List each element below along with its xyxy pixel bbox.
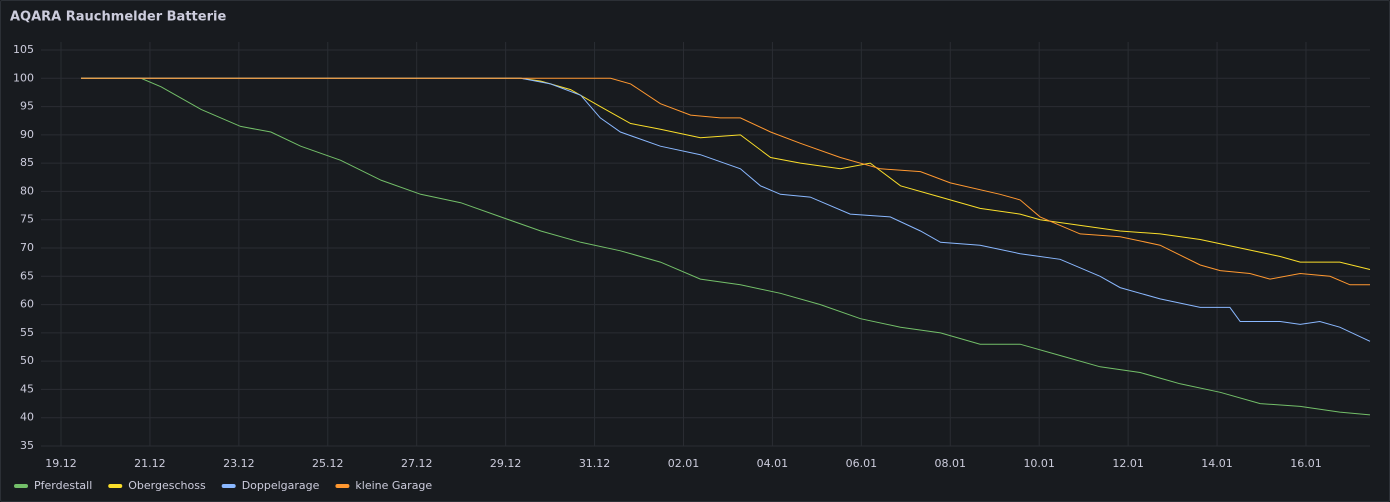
legend-label: Obergeschoss (128, 479, 206, 492)
series-line (81, 77, 1370, 286)
chart-title: AQARA Rauchmelder Batterie (10, 10, 226, 25)
x-tick-label: 29.12 (490, 457, 522, 470)
y-tick-label: 60 (20, 298, 34, 311)
y-tick-label: 65 (20, 269, 34, 282)
y-tick-label: 95 (20, 100, 34, 113)
legend-swatch (108, 484, 123, 488)
x-tick-label: 25.12 (312, 457, 344, 470)
x-tick-label: 02.01 (668, 457, 700, 470)
legend-label: kleine Garage (355, 479, 432, 492)
x-tick-label: 12.01 (1112, 457, 1144, 470)
y-tick-label: 40 (20, 411, 34, 424)
x-tick-label: 04.01 (757, 457, 789, 470)
series-line (81, 77, 1371, 416)
x-tick-label: 21.12 (134, 457, 166, 470)
legend-swatch (221, 484, 236, 488)
y-tick-label: 35 (20, 439, 34, 452)
y-tick-label: 80 (20, 184, 34, 197)
y-tick-label: 45 (20, 382, 34, 395)
y-tick-label: 90 (20, 128, 34, 141)
y-tick-label: 55 (20, 326, 34, 339)
series-line (81, 77, 1371, 342)
x-tick-label: 31.12 (579, 457, 611, 470)
y-tick-label: 100 (13, 71, 34, 84)
legend-swatch (14, 484, 28, 488)
y-tick-label: 85 (20, 156, 34, 169)
y-tick-label: 105 (13, 43, 34, 56)
x-tick-label: 16.01 (1290, 457, 1322, 470)
legend-swatch (335, 484, 350, 488)
series-line (81, 77, 1371, 270)
y-tick-label: 75 (20, 213, 34, 226)
y-tick-label: 50 (20, 354, 34, 367)
x-tick-label: 06.01 (846, 457, 878, 470)
x-tick-label: 08.01 (935, 457, 967, 470)
x-tick-label: 10.01 (1023, 457, 1055, 470)
legend-label: Doppelgarage (242, 479, 320, 492)
x-tick-label: 23.12 (223, 457, 255, 470)
legend-label: Pferdestall (34, 479, 92, 492)
y-tick-label: 70 (20, 241, 34, 254)
x-tick-label: 14.01 (1201, 457, 1233, 470)
x-tick-label: 19.12 (45, 457, 77, 470)
x-tick-label: 27.12 (401, 457, 433, 470)
